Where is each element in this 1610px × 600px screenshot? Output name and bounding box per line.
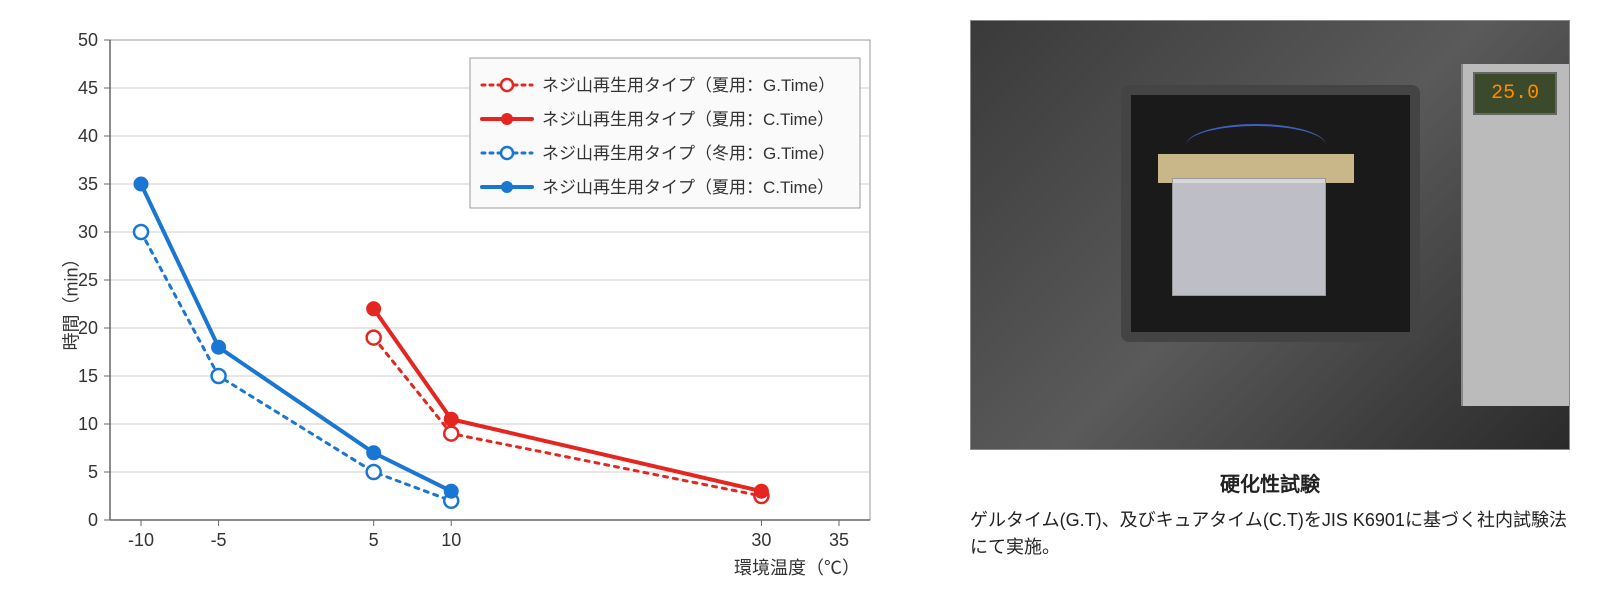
svg-text:35: 35 [78,174,98,194]
svg-text:ネジ山再生用タイプ（夏用：C.Time）: ネジ山再生用タイプ（夏用：C.Time） [542,110,834,129]
svg-text:-10: -10 [128,530,154,550]
svg-text:5: 5 [88,462,98,482]
equipment-photo: 25.0 [970,20,1570,450]
svg-text:5: 5 [369,530,379,550]
svg-text:40: 40 [78,126,98,146]
svg-text:10: 10 [78,414,98,434]
svg-text:45: 45 [78,78,98,98]
svg-text:ネジ山再生用タイプ（夏用：C.Time）: ネジ山再生用タイプ（夏用：C.Time） [542,178,834,197]
main-container: 時間（min） 05101520253035404550-10-55103035… [20,20,1590,580]
temperature-display: 25.0 [1473,72,1557,115]
line-chart: 05101520253035404550-10-55103035ネジ山再生用タイ… [20,20,900,580]
svg-text:30: 30 [751,530,771,550]
chart-panel: 時間（min） 05101520253035404550-10-55103035… [20,20,900,580]
photo-description: ゲルタイム(G.T)、及びキュアタイム(C.T)をJIS K6901に基づく社内… [960,507,1580,561]
y-axis-label: 時間（min） [58,249,84,350]
photo-panel: 25.0 硬化性試験 ゲルタイム(G.T)、及びキュアタイム(C.T)をJIS … [960,20,1580,561]
svg-text:0: 0 [88,510,98,530]
x-axis-label: 環境温度（℃） [734,554,860,580]
svg-text:50: 50 [78,30,98,50]
photo-caption: 硬化性試験 [1220,468,1320,497]
svg-text:ネジ山再生用タイプ（夏用：G.Time）: ネジ山再生用タイプ（夏用：G.Time） [542,76,835,95]
svg-text:15: 15 [78,366,98,386]
svg-text:ネジ山再生用タイプ（冬用：G.Time）: ネジ山再生用タイプ（冬用：G.Time） [542,144,835,163]
svg-text:-5: -5 [211,530,227,550]
svg-text:30: 30 [78,222,98,242]
svg-text:35: 35 [829,530,849,550]
svg-text:10: 10 [441,530,461,550]
